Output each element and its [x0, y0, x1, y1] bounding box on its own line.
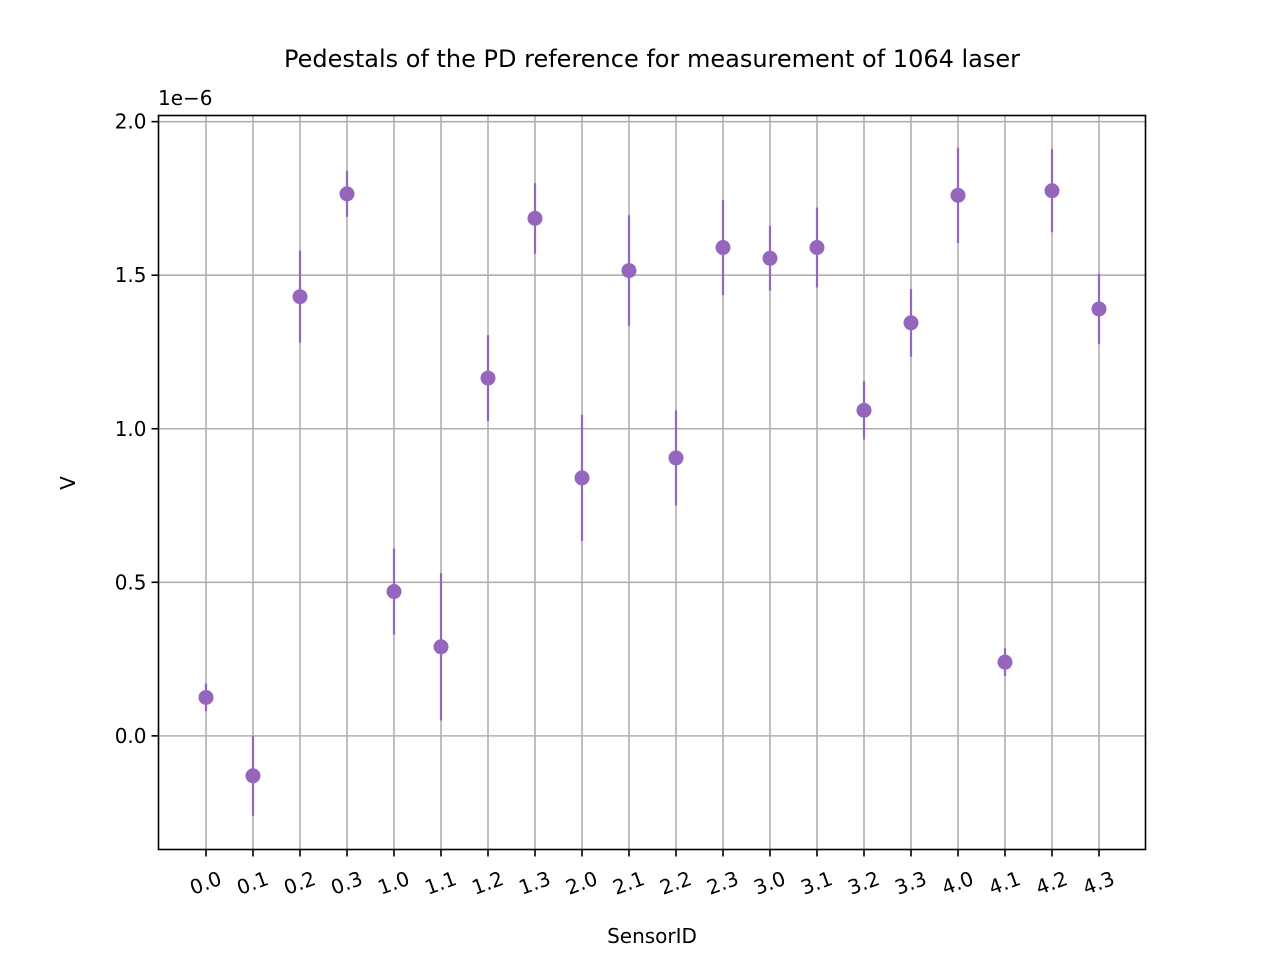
x-tick-label: 3.2 [845, 866, 883, 899]
x-tick-label: 1.1 [422, 866, 460, 899]
x-tick-label: 1.2 [469, 866, 507, 899]
x-tick-label: 0.1 [234, 866, 272, 899]
y-offset-label: 1e−6 [158, 86, 213, 110]
x-tick-label: 1.0 [375, 866, 413, 899]
data-point [386, 584, 402, 600]
y-tick-label: 1.0 [115, 417, 147, 441]
y-tick-label: 0.0 [115, 724, 147, 748]
y-tick-label: 2.0 [115, 110, 147, 134]
y-axis-label: V [56, 476, 80, 490]
x-tick-label: 2.2 [657, 866, 695, 899]
x-tick-label: 4.0 [939, 866, 977, 899]
data-point [527, 210, 543, 226]
x-tick-label: 1.3 [516, 866, 554, 899]
x-tick-label: 2.3 [704, 866, 742, 899]
x-tick-label: 2.0 [563, 866, 601, 899]
data-point [997, 654, 1013, 670]
data-point [574, 470, 590, 486]
data-point [480, 370, 496, 386]
y-axis: 0.0 0.5 1.0 1.5 2.0 [115, 110, 159, 748]
data-point [1091, 301, 1107, 317]
x-tick-label: 3.3 [892, 866, 930, 899]
data-point [809, 240, 825, 256]
x-axis-label: SensorID [607, 924, 697, 948]
data-point [433, 639, 449, 655]
x-axis: 0.0 0.1 0.2 0.3 1.0 1.1 1.2 1.3 2.0 2.1 2.2 2.3 3.0 3… [187, 849, 1118, 900]
data-point [903, 315, 919, 331]
chart-title: Pedestals of the PD reference for measur… [284, 45, 1020, 73]
x-tick-label: 0.0 [187, 866, 225, 899]
data-point [339, 186, 355, 202]
x-tick-label: 4.1 [986, 866, 1024, 899]
data-point [856, 402, 872, 418]
plot-frame [157, 114, 1147, 851]
data-point [950, 187, 966, 203]
x-tick-label: 3.1 [798, 866, 836, 899]
x-tick-label: 0.3 [328, 866, 366, 899]
data-point [292, 289, 308, 305]
data-point [1044, 183, 1060, 199]
data-point [668, 450, 684, 466]
x-tick-label: 2.1 [610, 866, 648, 899]
grid [158, 115, 1146, 850]
data-point [245, 768, 261, 784]
data-point [715, 240, 731, 256]
x-tick-label: 3.0 [751, 866, 789, 899]
data-point [762, 250, 778, 266]
y-tick-label: 0.5 [115, 570, 147, 594]
x-tick-label: 0.2 [281, 866, 319, 899]
data-point [621, 263, 637, 279]
y-tick-label: 1.5 [115, 263, 147, 287]
x-tick-label: 4.3 [1080, 866, 1118, 899]
data-series [198, 147, 1107, 816]
x-tick-label: 4.2 [1033, 866, 1071, 899]
data-point [198, 689, 214, 705]
